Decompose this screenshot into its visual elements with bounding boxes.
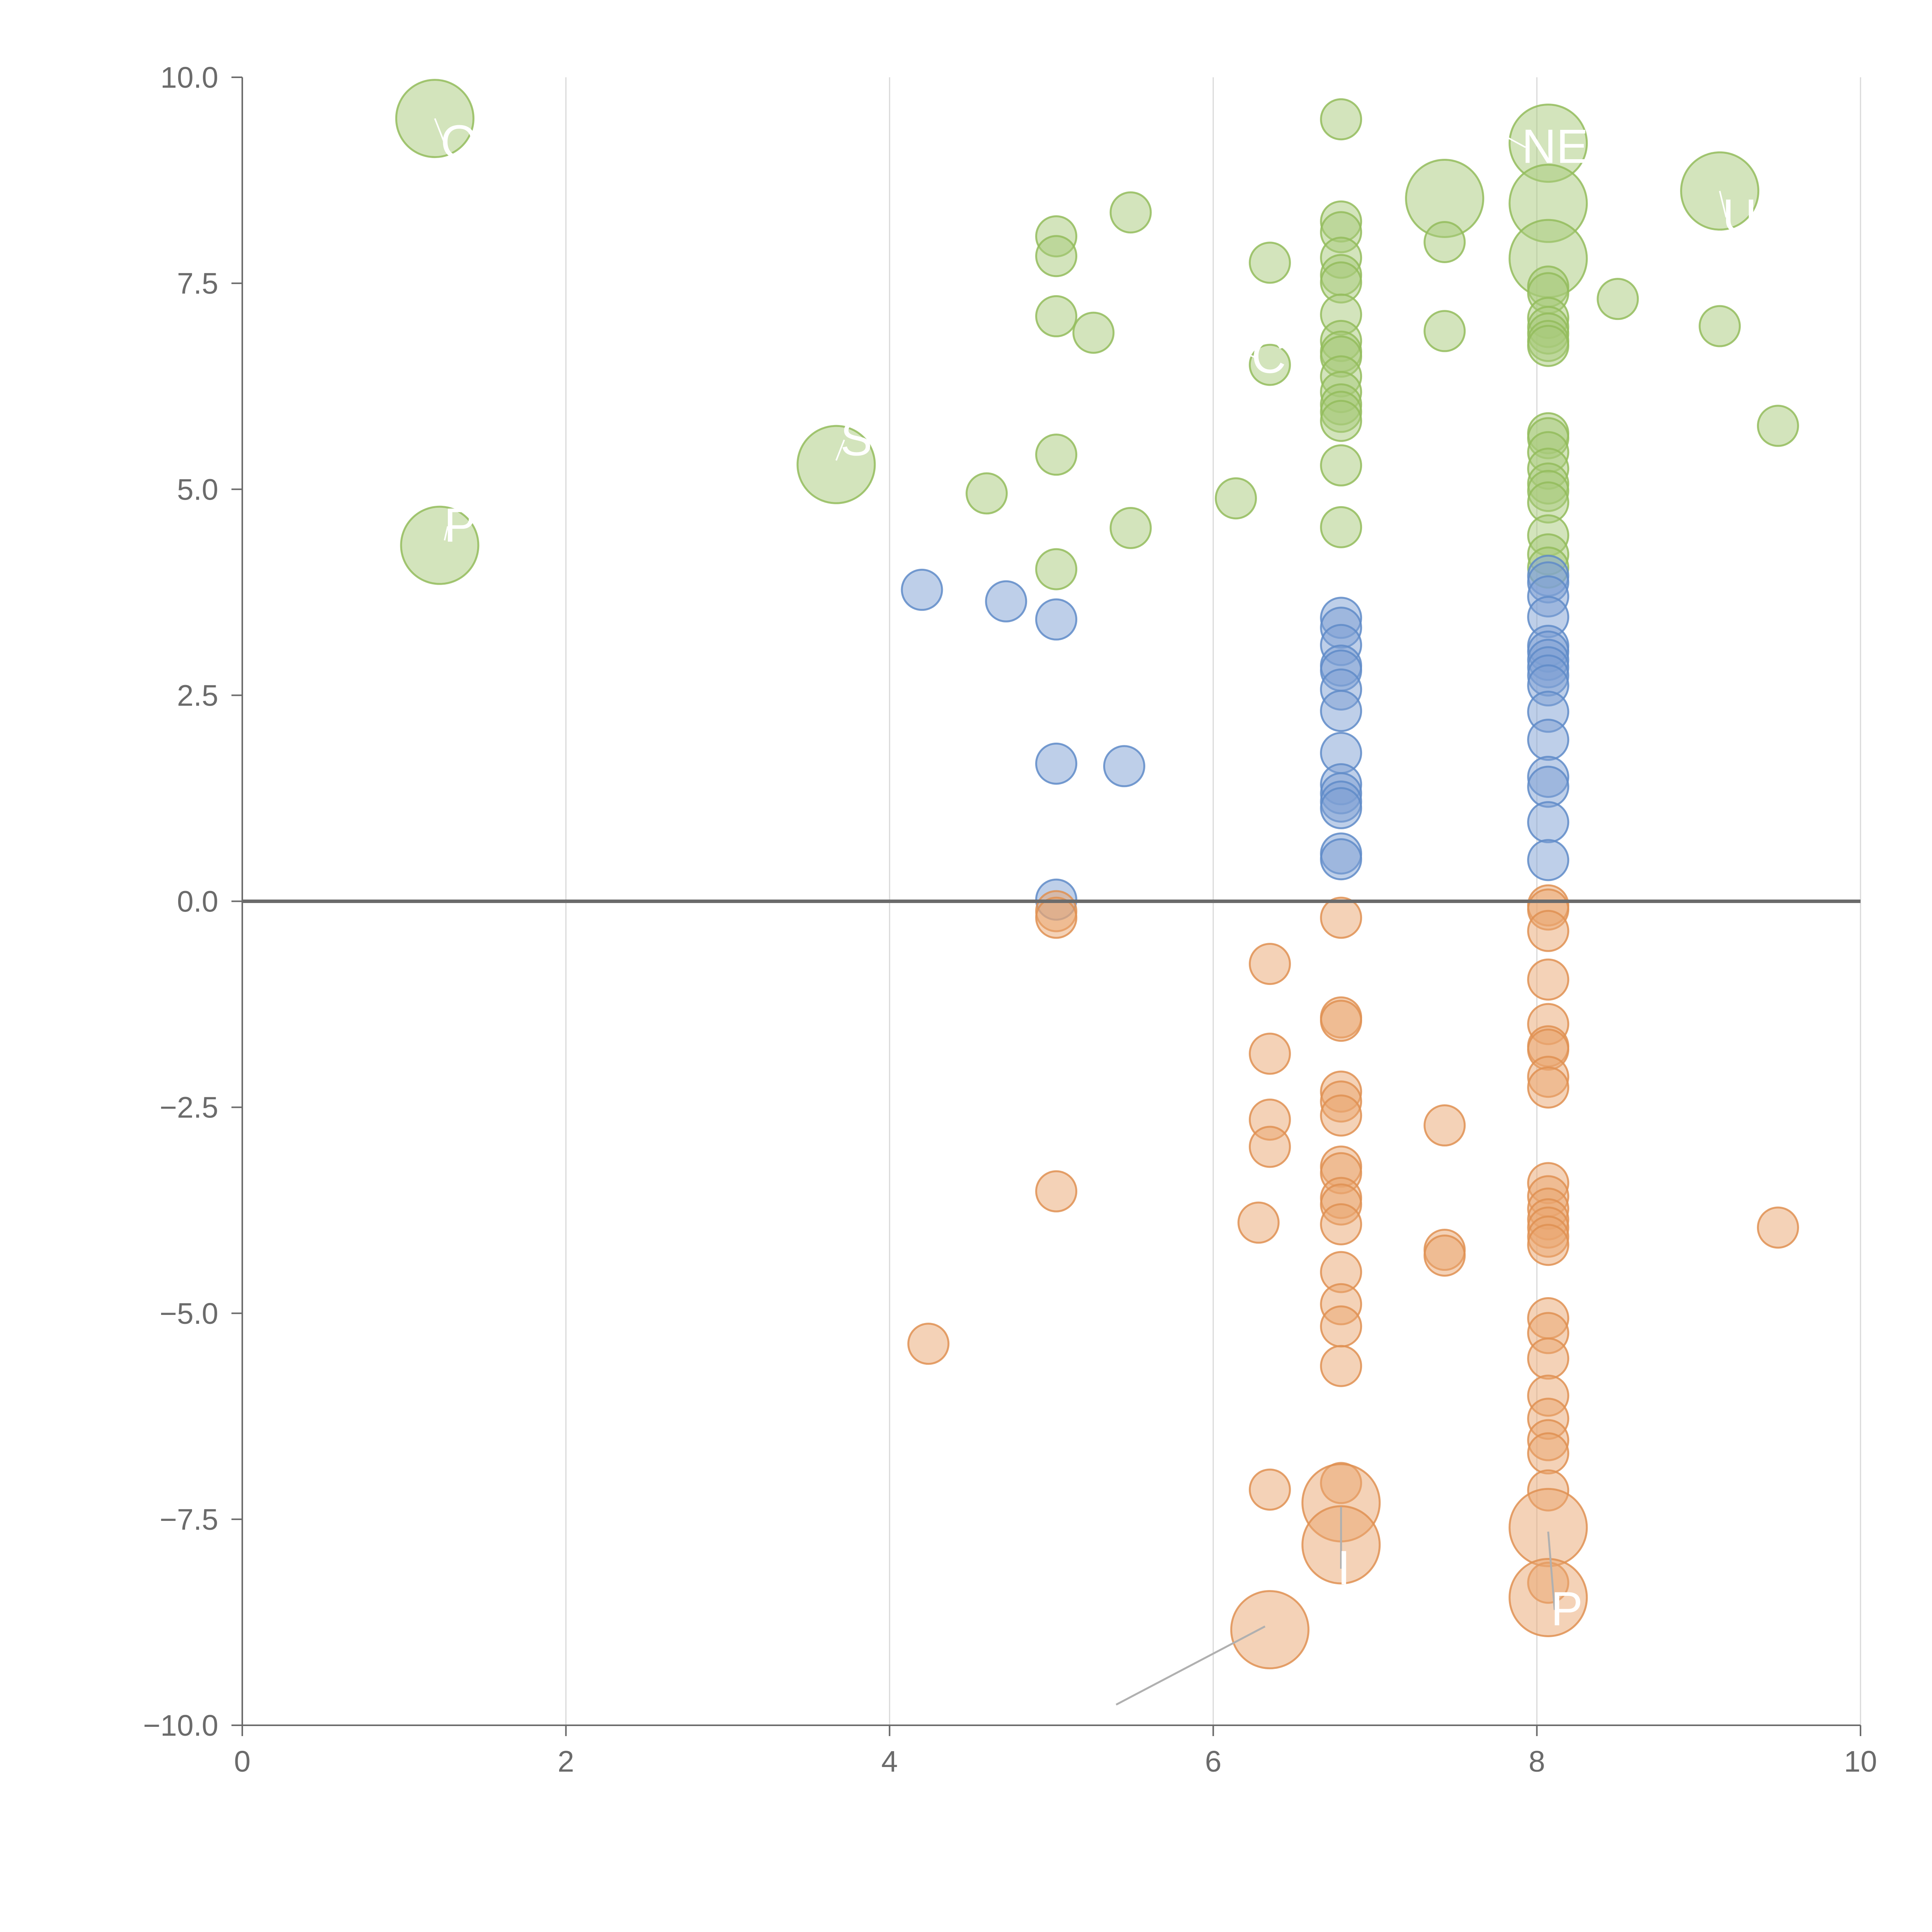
green-bubble (1597, 278, 1639, 320)
bubble-layer (395, 79, 1799, 1670)
green-bubble (1109, 191, 1152, 234)
label-leader-line (1719, 190, 1727, 218)
blue-bubble (1527, 801, 1570, 844)
y-tick-label: −2.5 (160, 1091, 218, 1124)
green-bubble (1035, 235, 1078, 277)
green-bubble (1320, 400, 1362, 442)
green-bubble (1699, 305, 1741, 347)
label-leader-line (1116, 1625, 1265, 1706)
x-tick-label: 0 (234, 1745, 251, 1778)
blue-bubble (985, 580, 1027, 622)
orange-bubble (1527, 1066, 1570, 1109)
orange-bubble (1248, 1126, 1291, 1168)
y-tick-label: 5.0 (177, 473, 218, 506)
y-tick-label: 7.5 (177, 267, 218, 300)
green-bubble (1320, 506, 1362, 548)
data-label: P (1551, 1582, 1583, 1636)
orange-bubble (1035, 896, 1078, 939)
data-label: S (840, 412, 872, 466)
y-tick-label: −10.0 (143, 1709, 218, 1742)
green-bubble (1035, 434, 1078, 476)
y-tick-label: −5.0 (160, 1297, 218, 1330)
data-label: C (1252, 330, 1286, 383)
blue-bubble (1527, 839, 1570, 881)
orange-bubble (1035, 1170, 1078, 1213)
orange-bubble (1527, 910, 1570, 952)
green-bubble (1423, 310, 1466, 352)
y-tick-label: −7.5 (160, 1503, 218, 1536)
orange-bubble (1320, 1203, 1362, 1245)
green-bubble (1320, 444, 1362, 486)
blue-bubble (1035, 598, 1078, 641)
label-leader-line (1224, 344, 1256, 358)
orange-bubble (1509, 1488, 1588, 1567)
orange-bubble (1423, 1104, 1466, 1147)
orange-bubble (1320, 1000, 1362, 1042)
orange-bubble (1248, 1468, 1291, 1511)
green-bubble (1248, 242, 1291, 284)
x-tick-label: 2 (558, 1745, 574, 1778)
blue-bubble (1103, 745, 1145, 787)
axes: 10.0 7.5 5.0 2.5 0.0 −2.5 −5.0 −7.5 −10.0 0 2 4 6 8 10 (143, 61, 1877, 1778)
orange-bubble (1527, 1224, 1570, 1266)
green-bubble (1320, 98, 1362, 141)
blue-bubble (901, 568, 943, 611)
green-bubble (1527, 325, 1570, 367)
orange-bubble (1320, 1345, 1362, 1387)
green-bubble (965, 472, 1008, 515)
orange-bubble (1527, 1432, 1570, 1475)
x-tick-label: 10 (1844, 1745, 1877, 1778)
blue-bubble (1527, 765, 1570, 808)
blue-bubble (1320, 787, 1362, 830)
blue-bubble (1320, 690, 1362, 732)
green-bubble (1035, 548, 1078, 590)
green-bubble (400, 505, 480, 585)
orange-bubble (1237, 1201, 1280, 1244)
orange-bubble (1527, 958, 1570, 1001)
x-tick-label: 4 (881, 1745, 898, 1778)
label-leader-line (835, 439, 845, 461)
orange-bubble (1509, 1558, 1588, 1637)
blue-bubble (1035, 742, 1078, 785)
green-bubble (1072, 311, 1115, 354)
green-bubble (1423, 221, 1466, 263)
orange-bubble (1320, 1305, 1362, 1348)
label-leader-line (1547, 1531, 1556, 1610)
green-bubble (796, 425, 876, 504)
y-tick-label: 10.0 (160, 61, 218, 94)
orange-bubble (907, 1323, 950, 1365)
y-tick-label: 0.0 (177, 885, 218, 918)
blue-bubble (1320, 838, 1362, 881)
label-leader-line (434, 118, 446, 144)
blue-bubble (1527, 719, 1570, 761)
data-label: O (441, 116, 478, 169)
green-bubble (1214, 477, 1257, 520)
green-bubble (1757, 405, 1799, 447)
label-leader-line (444, 526, 449, 541)
y-tick-label: 2.5 (177, 679, 218, 712)
orange-bubble (1248, 1032, 1291, 1075)
green-bubble (1035, 295, 1078, 337)
orange-bubble (1248, 943, 1291, 985)
x-tick-label: 8 (1529, 1745, 1545, 1778)
data-label: U (1722, 190, 1757, 243)
orange-bubble (1320, 1094, 1362, 1137)
x-tick-label: 6 (1205, 1745, 1221, 1778)
data-label: I (1337, 1541, 1350, 1595)
orange-bubble (1320, 896, 1362, 939)
green-bubble (1248, 344, 1291, 386)
label-leader-line (1476, 120, 1526, 148)
orange-bubble (1757, 1206, 1799, 1249)
data-label: NEA (1522, 120, 1620, 173)
orange-bubble (1230, 1590, 1310, 1670)
green-bubble (1109, 507, 1152, 549)
data-labels: O P S NEA U C I P (434, 116, 1757, 1706)
orange-bubble (1527, 1337, 1570, 1380)
orange-bubble (1423, 1234, 1466, 1277)
data-label: P (444, 499, 476, 552)
